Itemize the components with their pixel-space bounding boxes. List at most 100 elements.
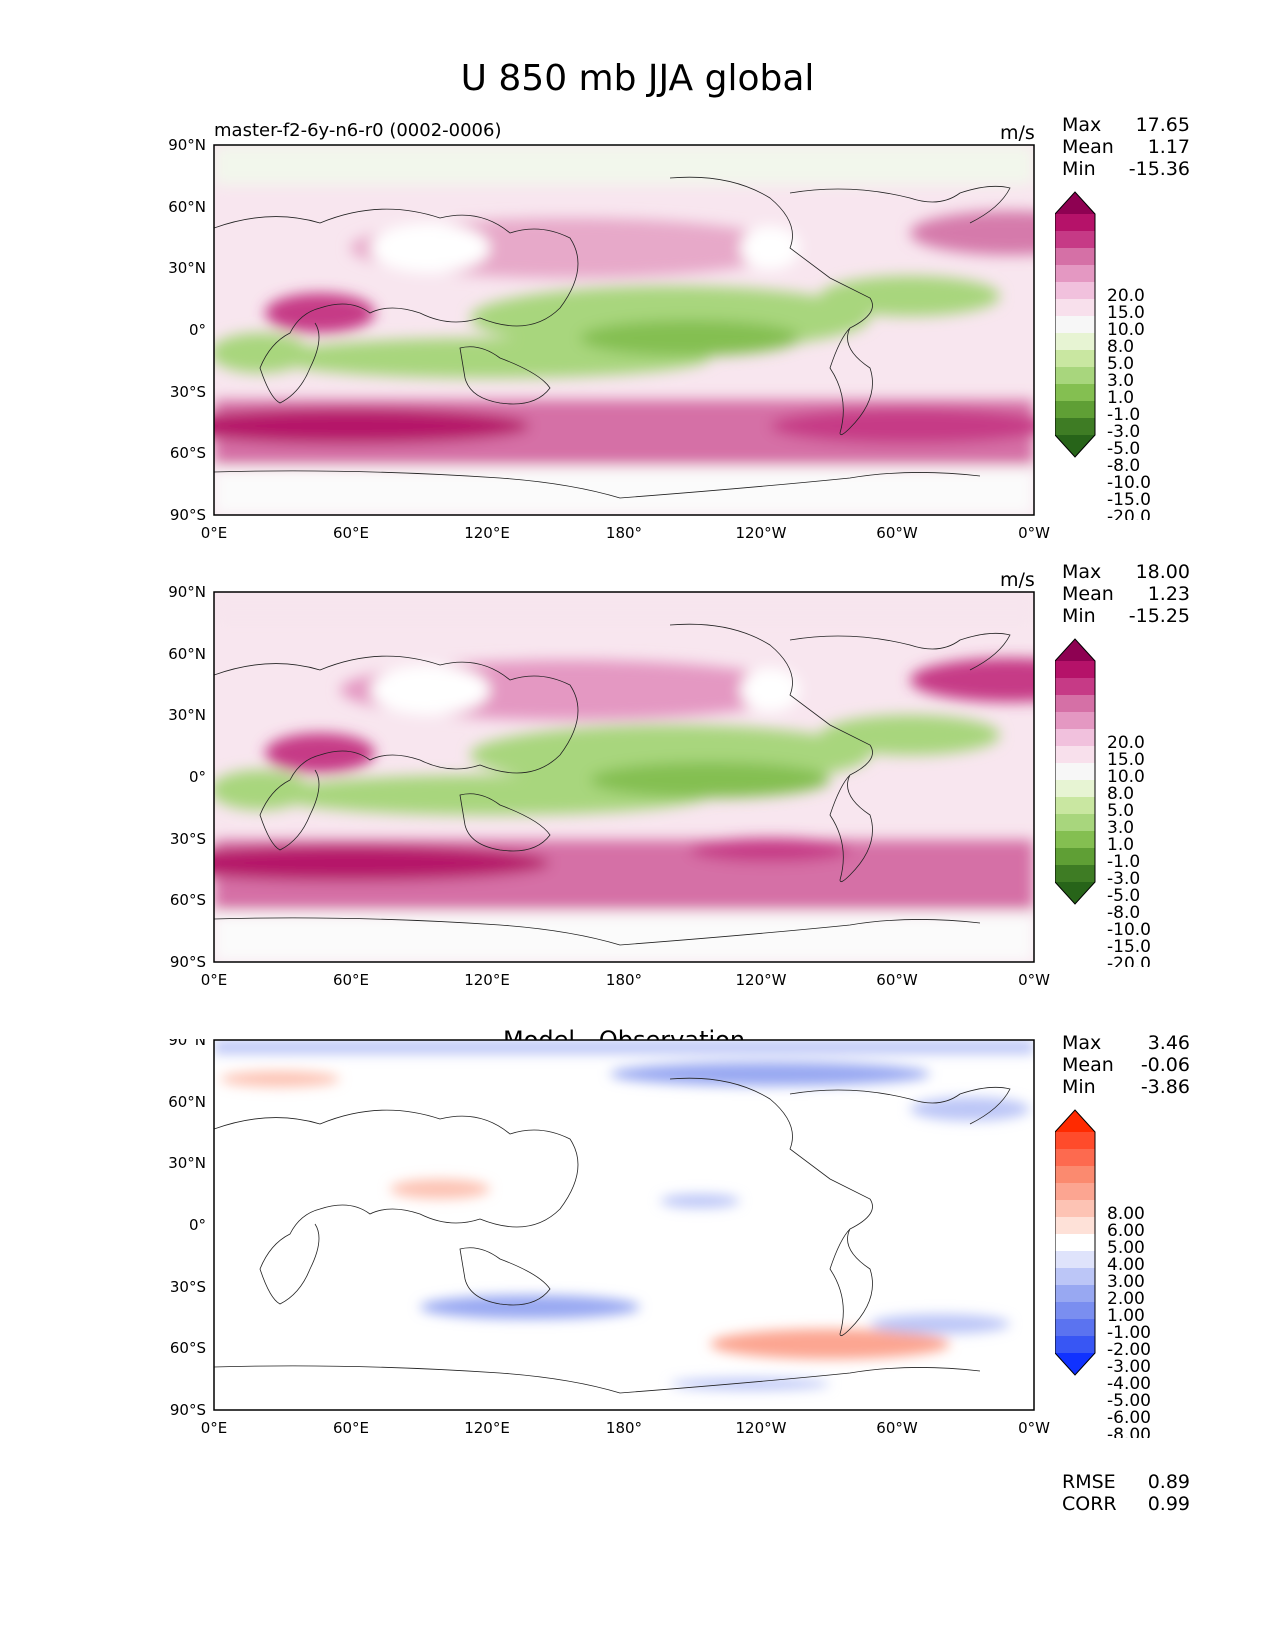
colorbar-swatch (1055, 797, 1095, 815)
colorbar-swatch (1055, 418, 1095, 436)
svg-text:-5.0: -5.0 (1107, 886, 1140, 906)
svg-text:-3.0: -3.0 (1107, 422, 1140, 442)
max-label: Max (1062, 114, 1102, 136)
svg-text:0°W: 0°W (1018, 971, 1050, 989)
colorbar-observation: 20.0 15.0 10.0 8.0 5.0 3.0 1.0 -1.0 -3.0… (1055, 638, 1151, 967)
colorbar-swatch (1055, 231, 1095, 249)
min-label: Min (1062, 605, 1096, 627)
colorbar-swatch (1055, 712, 1095, 730)
svg-text:-4.00: -4.00 (1107, 1374, 1151, 1394)
colorbar-swatch (1055, 814, 1095, 832)
panel-units: m/s (1000, 569, 1035, 591)
colorbar-swatches (1055, 638, 1096, 905)
colorbar-swatch (1055, 265, 1095, 283)
colorbar-labels: 8.00 6.00 5.00 4.00 3.00 2.00 1.00 -1.00… (1107, 1204, 1151, 1438)
panel-footer-stats: RMSE 0.89 CORR 0.99 (1062, 1471, 1190, 1515)
svg-text:30°N: 30°N (168, 259, 206, 277)
colorbar-swatch (1055, 1200, 1095, 1218)
svg-text:0°: 0° (189, 321, 206, 339)
colorbar-extend-min (1055, 1353, 1095, 1375)
colorbar-swatch (1055, 299, 1095, 317)
mean-value: 1.17 (1147, 136, 1190, 158)
colorbar-swatch (1055, 678, 1095, 696)
colorbar-outline (1055, 1109, 1096, 1376)
colorbar-swatch (1055, 848, 1095, 866)
colorbar-swatch (1055, 831, 1095, 849)
colorbar-swatch (1055, 384, 1095, 402)
svg-text:0°E: 0°E (201, 524, 228, 542)
lon-tick-labels: 0°E 60°E 120°E 180° 120°W 60°W 0°W (201, 971, 1050, 989)
corr-label: CORR (1062, 1493, 1117, 1515)
mean-label: Mean (1062, 583, 1114, 605)
colorbar-swatch (1055, 248, 1095, 266)
svg-text:8.0: 8.0 (1107, 337, 1134, 357)
svg-text:120°E: 120°E (464, 524, 510, 542)
colorbar-model: 20.0 15.0 10.0 8.0 5.0 3.0 1.0 -1.0 -3.0… (1055, 191, 1151, 520)
colorbar-swatch (1055, 695, 1095, 713)
map-model: 90°N 60°N 30°N 0° 30°S 60°S 90°S 0°E 60°… (168, 138, 1050, 542)
colorbar-swatch (1055, 316, 1095, 334)
svg-text:30°N: 30°N (168, 706, 206, 724)
colorbar-swatch (1055, 214, 1095, 232)
svg-text:3.0: 3.0 (1107, 371, 1134, 391)
svg-text:90°N: 90°N (168, 138, 206, 154)
colorbar-labels: 20.0 15.0 10.0 8.0 5.0 3.0 1.0 -1.0 -3.0… (1107, 286, 1151, 520)
svg-text:60°E: 60°E (333, 524, 369, 542)
svg-text:30°S: 30°S (170, 830, 206, 848)
svg-text:0°E: 0°E (201, 1419, 228, 1437)
colorbar-extend-max (1055, 1110, 1095, 1132)
colorbar-swatch (1055, 1183, 1095, 1201)
svg-text:10.0: 10.0 (1107, 767, 1145, 787)
svg-text:-10.0: -10.0 (1107, 473, 1151, 493)
colorbar-swatch (1055, 401, 1095, 419)
svg-text:-15.0: -15.0 (1107, 490, 1151, 510)
map-difference: 90°N 60°N 30°N 0° 30°S 60°S 90°S 0°E 60°… (168, 1039, 1050, 1437)
colorbar-swatch (1055, 1319, 1095, 1337)
svg-text:-20.0: -20.0 (1107, 954, 1151, 967)
svg-text:180°: 180° (606, 1419, 642, 1437)
panel-model: master-f2-6y-n6-r0 (0002-0006) m/s Max 17… (0, 114, 1275, 590)
svg-text:120°W: 120°W (736, 524, 787, 542)
svg-text:20.0: 20.0 (1107, 733, 1145, 753)
panel-stats: Max 3.46 Mean -0.06 Min -3.86 (1062, 1032, 1190, 1098)
colorbar-swatch (1055, 1234, 1095, 1252)
colorbar-extend-max (1055, 639, 1095, 661)
svg-text:60°N: 60°N (168, 198, 206, 216)
svg-text:-8.0: -8.0 (1107, 456, 1140, 476)
svg-text:-2.00: -2.00 (1107, 1340, 1151, 1360)
svg-text:4.00: 4.00 (1107, 1255, 1145, 1275)
colorbar-swatch (1055, 1217, 1095, 1235)
panel-observation: m/s Max 18.00 Mean 1.23 Min -15.25 (0, 561, 1275, 1037)
svg-text:0°E: 0°E (201, 971, 228, 989)
colorbar-swatch (1055, 763, 1095, 781)
svg-text:0°: 0° (189, 768, 206, 786)
colorbar-swatch (1055, 333, 1095, 351)
svg-text:60°S: 60°S (170, 444, 206, 462)
max-label: Max (1062, 1032, 1102, 1054)
svg-text:-20.0: -20.0 (1107, 507, 1151, 520)
colorbar-swatch (1055, 780, 1095, 798)
svg-text:30°S: 30°S (170, 383, 206, 401)
svg-text:60°W: 60°W (876, 524, 918, 542)
panel-stats: Max 17.65 Mean 1.17 Min -15.36 (1062, 114, 1190, 180)
svg-text:8.0: 8.0 (1107, 784, 1134, 804)
colorbar-swatch (1055, 1132, 1095, 1150)
max-label: Max (1062, 561, 1102, 583)
panel-case-title: master-f2-6y-n6-r0 (0002-0006) (214, 120, 502, 141)
corr-value: 0.99 (1147, 1493, 1190, 1515)
svg-text:90°S: 90°S (170, 1401, 206, 1419)
colorbar-swatch (1055, 729, 1095, 747)
svg-text:15.0: 15.0 (1107, 750, 1145, 770)
svg-text:-5.00: -5.00 (1107, 1391, 1151, 1411)
max-value: 17.65 (1135, 114, 1190, 136)
svg-text:60°N: 60°N (168, 1093, 206, 1111)
colorbar-extend-max (1055, 192, 1095, 214)
svg-text:60°N: 60°N (168, 645, 206, 663)
svg-text:30°N: 30°N (168, 1154, 206, 1172)
mean-value: -0.06 (1140, 1054, 1190, 1076)
colorbar-extend-min (1055, 435, 1095, 457)
svg-text:120°E: 120°E (464, 971, 510, 989)
colorbar-swatch (1055, 1166, 1095, 1184)
colorbar-swatch (1055, 350, 1095, 368)
max-value: 18.00 (1135, 561, 1190, 583)
